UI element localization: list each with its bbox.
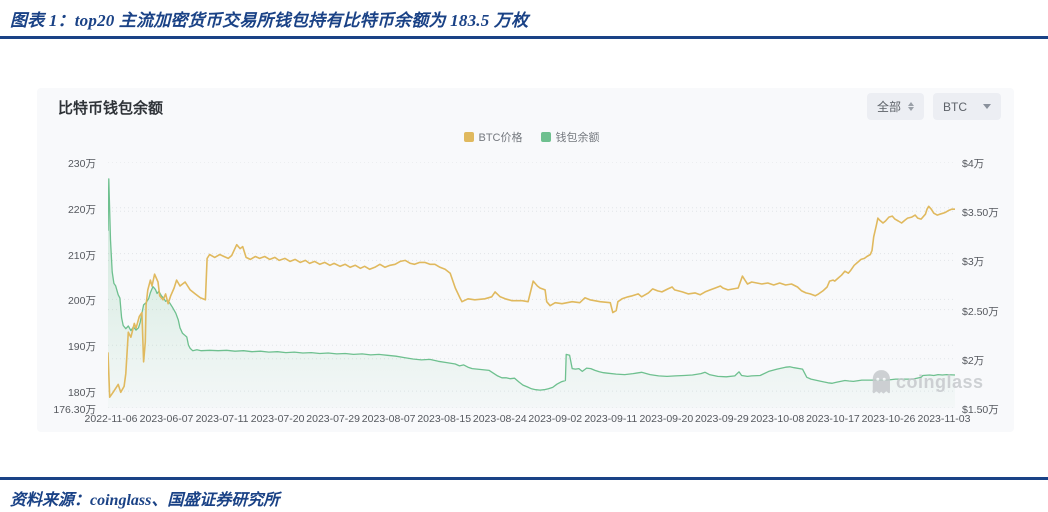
x-axis-tick: 2023-09-20 xyxy=(639,413,694,425)
x-axis-tick: 2023-09-29 xyxy=(695,413,749,425)
x-axis-tick: 2023-10-17 xyxy=(806,413,860,425)
right-axis-tick: $1.50万 xyxy=(962,404,999,416)
right-axis-tick: $2.50万 xyxy=(962,305,999,318)
left-axis-tick: 200万 xyxy=(67,295,96,308)
left-axis-tick: 230万 xyxy=(67,158,96,170)
coin-select-label: BTC xyxy=(943,99,967,114)
left-axis-tick: 176.30万 xyxy=(53,404,96,416)
legend-swatch-icon xyxy=(540,132,551,142)
x-axis-tick: 2023-07-20 xyxy=(250,413,305,425)
x-axis-tick: 2023-11-03 xyxy=(917,413,971,425)
sort-carets-icon xyxy=(908,102,914,111)
plot-area xyxy=(107,161,956,409)
legend-item[interactable]: BTC价格 xyxy=(463,129,523,145)
chart-controls: 全部 BTC xyxy=(866,93,1001,120)
legend-label: BTC价格 xyxy=(478,132,523,144)
legend-swatch-icon xyxy=(463,132,474,142)
balance-area xyxy=(108,178,955,408)
x-axis-tick: 2023-08-24 xyxy=(472,413,527,425)
bottom-divider xyxy=(0,477,1048,480)
plot-svg xyxy=(107,161,956,409)
right-axis-tick: $2万 xyxy=(962,354,985,367)
coin-select[interactable]: BTC xyxy=(933,93,1001,120)
figure-source: 资料来源：coinglass、国盛证券研究所 xyxy=(10,492,280,509)
right-axis-tick: $4万 xyxy=(962,158,985,170)
balance-line xyxy=(107,178,956,391)
x-axis-tick: 2023-08-07 xyxy=(361,413,416,425)
chart-card: 比特币钱包余额 全部 BTC BTC价格 钱包余额 xyxy=(37,88,1014,432)
chart-title: 比特币钱包余额 xyxy=(58,100,164,117)
x-axis-tick: 2023-10-08 xyxy=(750,413,805,425)
left-axis-tick: 210万 xyxy=(67,249,96,262)
legend-item[interactable]: 钱包余额 xyxy=(540,129,600,145)
chevron-down-icon xyxy=(983,104,991,109)
x-axis-tick: 2023-07-11 xyxy=(195,413,249,425)
right-axis-tick: $3.50万 xyxy=(962,207,999,220)
top-divider xyxy=(0,36,1048,39)
legend-label: 钱包余额 xyxy=(555,132,600,144)
right-axis: $4万 $3.50万 $3万 $2.50万 $2万 $1.50万 xyxy=(962,158,1014,416)
x-axis-tick: 2023-08-15 xyxy=(417,413,472,425)
left-axis-tick: 190万 xyxy=(67,341,96,354)
price-line xyxy=(107,205,956,398)
x-axis-tick: 2023-07-29 xyxy=(306,413,360,425)
range-dropdown-label: 全部 xyxy=(876,100,901,114)
left-axis-tick: 220万 xyxy=(67,203,96,216)
x-axis-tick: 2023-06-07 xyxy=(139,413,194,425)
chart-legend: BTC价格 钱包余额 xyxy=(108,129,955,145)
x-axis-tick: 2023-09-02 xyxy=(528,413,583,425)
range-dropdown[interactable]: 全部 xyxy=(866,93,924,120)
x-axis-tick: 2022-11-06 xyxy=(84,413,138,425)
figure-title: 图表 1：top20 主流加密货币交易所钱包持有比特币余额为 183.5 万枚 xyxy=(10,11,529,30)
x-axis-tick: 2023-10-26 xyxy=(861,413,916,425)
left-axis: 230万 220万 210万 200万 190万 180万 176.30万 xyxy=(37,158,101,416)
right-axis-tick: $3万 xyxy=(962,256,985,269)
left-axis-tick: 180万 xyxy=(67,387,96,400)
x-axis: 2022-11-06 2023-06-07 2023-07-11 2023-07-20… xyxy=(85,413,971,427)
x-axis-tick: 2023-09-11 xyxy=(584,413,638,425)
